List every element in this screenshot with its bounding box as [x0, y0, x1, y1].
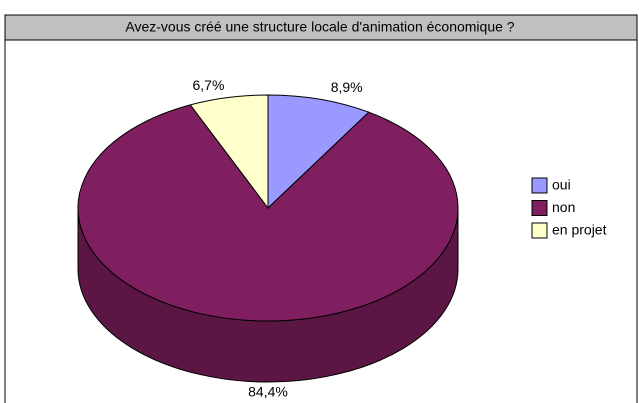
pie-slice: [77, 104, 459, 322]
legend-label: en projet: [552, 222, 607, 238]
pie-slice: [189, 94, 269, 210]
chart-title: Avez-vous créé une structure locale d'an…: [125, 19, 514, 35]
data-label: 6,7%: [192, 77, 224, 93]
legend-swatch: [531, 177, 548, 194]
legend-swatch: [531, 222, 548, 239]
data-label: 8,9%: [331, 79, 363, 95]
legend-label: oui: [552, 177, 571, 193]
legend-swatch: [531, 200, 548, 216]
legend-label: non: [552, 199, 575, 215]
data-label: 84,4%: [248, 384, 288, 400]
pie-slice: [267, 94, 370, 210]
title-bar: [4, 14, 638, 41]
